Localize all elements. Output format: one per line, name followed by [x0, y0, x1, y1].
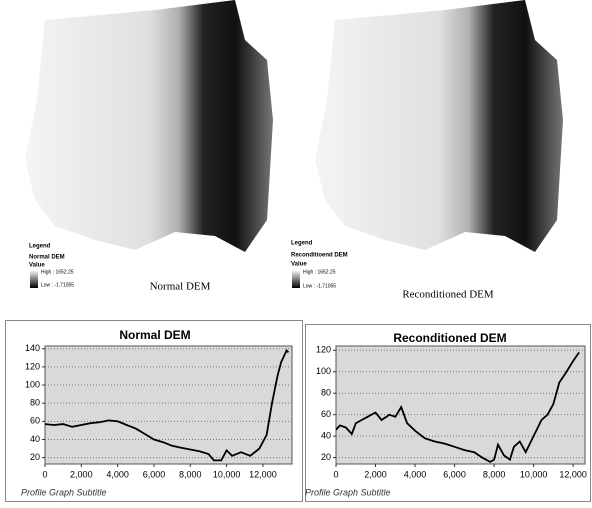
- dem-raster: [25, 0, 273, 252]
- x-tick-label: 4,000: [404, 469, 427, 479]
- y-tick-label: 60: [30, 416, 40, 426]
- y-tick-label: 120: [25, 361, 40, 371]
- x-tick-label: 6,000: [143, 469, 166, 479]
- y-tick-label: 20: [321, 452, 331, 462]
- legend-title: Legend: [29, 244, 51, 250]
- page: Legend Normal DEM Value High : 1652.25 L…: [0, 0, 592, 503]
- y-tick-label: 120: [316, 345, 331, 355]
- x-tick-label: 6,000: [443, 469, 466, 479]
- chart-subtitle: Profile Graph Subtitle: [305, 487, 391, 497]
- x-tick-label: 12,000: [559, 469, 587, 479]
- legend-value: Value: [291, 262, 307, 268]
- legend-low: Low : -1.71055: [303, 283, 336, 289]
- x-tick-label: 12,000: [249, 469, 277, 479]
- y-tick-label: 80: [321, 388, 331, 398]
- chart-title: Reconditioned DEM: [393, 331, 506, 345]
- chart-title: Normal DEM: [119, 328, 190, 342]
- x-tick-label: 8,000: [179, 469, 202, 479]
- legend-value: Value: [29, 263, 45, 269]
- legend-ramp: [30, 270, 38, 288]
- figure: Legend Normal DEM Value High : 1652.25 L…: [0, 0, 592, 503]
- legend-layer: Normal DEM: [29, 255, 65, 261]
- y-tick-label: 100: [316, 366, 331, 376]
- map: Legend Reconditioend DEM Value High : 16…: [291, 0, 563, 301]
- y-tick-label: 40: [321, 430, 331, 440]
- y-tick-label: 140: [25, 343, 40, 353]
- x-tick-label: 0: [333, 469, 338, 479]
- x-tick-label: 0: [42, 469, 47, 479]
- y-tick-label: 80: [30, 398, 40, 408]
- y-tick-label: 40: [30, 434, 40, 444]
- map: Legend Normal DEM Value High : 1652.25 L…: [25, 0, 273, 293]
- legend-high: High : 1652.25: [303, 269, 336, 275]
- y-tick-label: 60: [321, 409, 331, 419]
- x-tick-label: 10,000: [213, 469, 241, 479]
- y-tick-label: 100: [25, 379, 40, 389]
- legend-low: Low : -1.71055: [41, 282, 74, 288]
- x-tick-label: 2,000: [70, 469, 93, 479]
- legend-layer: Reconditioend DEM: [291, 253, 348, 259]
- legend-high: High : 1652.25: [41, 269, 74, 275]
- legend-ramp: [292, 270, 300, 288]
- plot-area: [45, 346, 292, 464]
- map-caption: Normal DEM: [150, 281, 211, 293]
- x-tick-label: 4,000: [106, 469, 129, 479]
- legend-title: Legend: [291, 241, 313, 247]
- x-tick-label: 10,000: [520, 469, 548, 479]
- plot-area: [336, 346, 585, 464]
- x-tick-label: 2,000: [364, 469, 387, 479]
- chart-subtitle: Profile Graph Subtitle: [21, 487, 107, 497]
- map-caption: Reconditioned DEM: [402, 289, 494, 301]
- dem-raster: [315, 0, 563, 252]
- x-tick-label: 8,000: [483, 469, 506, 479]
- y-tick-label: 20: [30, 452, 40, 462]
